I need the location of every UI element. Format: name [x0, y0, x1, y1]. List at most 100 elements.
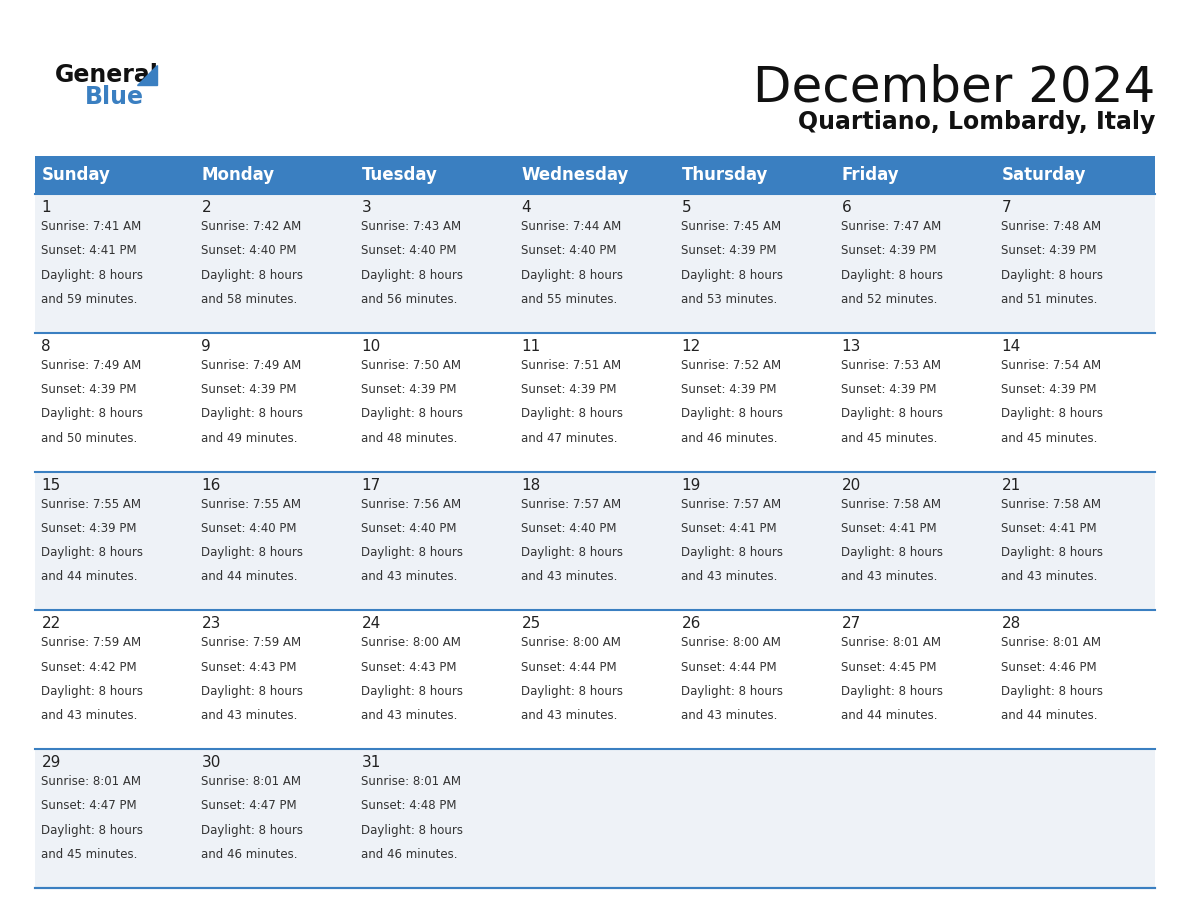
- Text: and 46 minutes.: and 46 minutes.: [202, 848, 298, 861]
- Text: and 45 minutes.: and 45 minutes.: [42, 848, 138, 861]
- Text: 16: 16: [202, 477, 221, 493]
- Text: Sunset: 4:39 PM: Sunset: 4:39 PM: [682, 383, 777, 396]
- Text: Daylight: 8 hours: Daylight: 8 hours: [522, 269, 624, 282]
- FancyBboxPatch shape: [34, 472, 1155, 610]
- Text: 15: 15: [42, 477, 61, 493]
- Text: Sunrise: 8:00 AM: Sunrise: 8:00 AM: [361, 636, 461, 649]
- Text: 11: 11: [522, 339, 541, 353]
- Text: Sunrise: 8:01 AM: Sunrise: 8:01 AM: [1001, 636, 1101, 649]
- Text: Sunset: 4:39 PM: Sunset: 4:39 PM: [841, 383, 937, 396]
- Text: 25: 25: [522, 616, 541, 632]
- Text: Sunset: 4:41 PM: Sunset: 4:41 PM: [42, 244, 137, 257]
- Text: Sunset: 4:39 PM: Sunset: 4:39 PM: [522, 383, 617, 396]
- Text: 9: 9: [202, 339, 211, 353]
- FancyBboxPatch shape: [34, 194, 1155, 333]
- Text: and 43 minutes.: and 43 minutes.: [202, 710, 298, 722]
- Text: Sunday: Sunday: [42, 166, 110, 184]
- Text: 12: 12: [682, 339, 701, 353]
- Text: Sunrise: 7:55 AM: Sunrise: 7:55 AM: [42, 498, 141, 510]
- Text: Sunset: 4:40 PM: Sunset: 4:40 PM: [202, 522, 297, 535]
- Text: Sunrise: 7:51 AM: Sunrise: 7:51 AM: [522, 359, 621, 372]
- Text: and 43 minutes.: and 43 minutes.: [1001, 570, 1098, 584]
- Text: Sunset: 4:39 PM: Sunset: 4:39 PM: [1001, 383, 1097, 396]
- Text: Friday: Friday: [841, 166, 899, 184]
- Text: Sunrise: 7:56 AM: Sunrise: 7:56 AM: [361, 498, 461, 510]
- Text: 30: 30: [202, 756, 221, 770]
- Text: Sunrise: 7:49 AM: Sunrise: 7:49 AM: [202, 359, 302, 372]
- Text: Daylight: 8 hours: Daylight: 8 hours: [1001, 546, 1104, 559]
- Text: Sunrise: 7:58 AM: Sunrise: 7:58 AM: [841, 498, 941, 510]
- Text: Saturday: Saturday: [1001, 166, 1086, 184]
- Text: Daylight: 8 hours: Daylight: 8 hours: [1001, 269, 1104, 282]
- Text: and 52 minutes.: and 52 minutes.: [841, 293, 937, 306]
- Text: 28: 28: [1001, 616, 1020, 632]
- Text: 22: 22: [42, 616, 61, 632]
- Text: and 43 minutes.: and 43 minutes.: [841, 570, 937, 584]
- Text: and 44 minutes.: and 44 minutes.: [1001, 710, 1098, 722]
- Text: and 48 minutes.: and 48 minutes.: [361, 431, 457, 444]
- Text: Daylight: 8 hours: Daylight: 8 hours: [42, 685, 144, 698]
- Text: and 58 minutes.: and 58 minutes.: [202, 293, 298, 306]
- Text: 21: 21: [1001, 477, 1020, 493]
- Text: Sunset: 4:44 PM: Sunset: 4:44 PM: [682, 661, 777, 674]
- Text: Sunset: 4:46 PM: Sunset: 4:46 PM: [1001, 661, 1097, 674]
- Text: Sunrise: 8:01 AM: Sunrise: 8:01 AM: [841, 636, 941, 649]
- Text: 31: 31: [361, 756, 381, 770]
- Text: and 50 minutes.: and 50 minutes.: [42, 431, 138, 444]
- Text: Sunset: 4:43 PM: Sunset: 4:43 PM: [361, 661, 457, 674]
- Text: Daylight: 8 hours: Daylight: 8 hours: [42, 823, 144, 837]
- Text: Daylight: 8 hours: Daylight: 8 hours: [841, 408, 943, 420]
- Text: and 43 minutes.: and 43 minutes.: [361, 710, 457, 722]
- Text: 18: 18: [522, 477, 541, 493]
- Text: Daylight: 8 hours: Daylight: 8 hours: [361, 823, 463, 837]
- Text: Daylight: 8 hours: Daylight: 8 hours: [202, 685, 303, 698]
- Text: December 2024: December 2024: [753, 63, 1155, 111]
- Text: Sunrise: 8:01 AM: Sunrise: 8:01 AM: [202, 775, 302, 789]
- Text: Daylight: 8 hours: Daylight: 8 hours: [682, 685, 783, 698]
- Text: Daylight: 8 hours: Daylight: 8 hours: [202, 269, 303, 282]
- Text: 5: 5: [682, 200, 691, 215]
- FancyBboxPatch shape: [34, 610, 1155, 749]
- Text: Sunset: 4:39 PM: Sunset: 4:39 PM: [42, 383, 137, 396]
- Text: Daylight: 8 hours: Daylight: 8 hours: [1001, 408, 1104, 420]
- Text: Sunrise: 7:50 AM: Sunrise: 7:50 AM: [361, 359, 461, 372]
- Text: Sunset: 4:48 PM: Sunset: 4:48 PM: [361, 800, 457, 812]
- Text: Sunrise: 7:53 AM: Sunrise: 7:53 AM: [841, 359, 941, 372]
- Text: Wednesday: Wednesday: [522, 166, 628, 184]
- Text: and 45 minutes.: and 45 minutes.: [1001, 431, 1098, 444]
- Text: and 44 minutes.: and 44 minutes.: [42, 570, 138, 584]
- Text: Sunrise: 7:48 AM: Sunrise: 7:48 AM: [1001, 220, 1101, 233]
- Text: Sunrise: 7:57 AM: Sunrise: 7:57 AM: [522, 498, 621, 510]
- Text: Sunset: 4:39 PM: Sunset: 4:39 PM: [361, 383, 457, 396]
- Text: Sunrise: 7:59 AM: Sunrise: 7:59 AM: [42, 636, 141, 649]
- FancyBboxPatch shape: [34, 749, 1155, 888]
- Text: and 43 minutes.: and 43 minutes.: [682, 710, 778, 722]
- Text: Sunset: 4:41 PM: Sunset: 4:41 PM: [1001, 522, 1097, 535]
- Text: Sunset: 4:43 PM: Sunset: 4:43 PM: [202, 661, 297, 674]
- Text: and 43 minutes.: and 43 minutes.: [42, 710, 138, 722]
- Text: Daylight: 8 hours: Daylight: 8 hours: [841, 269, 943, 282]
- Text: and 44 minutes.: and 44 minutes.: [841, 710, 937, 722]
- Text: Sunrise: 8:00 AM: Sunrise: 8:00 AM: [522, 636, 621, 649]
- Text: Blue: Blue: [86, 85, 144, 109]
- Text: Sunset: 4:39 PM: Sunset: 4:39 PM: [202, 383, 297, 396]
- FancyBboxPatch shape: [34, 333, 1155, 472]
- Text: Sunset: 4:40 PM: Sunset: 4:40 PM: [361, 522, 457, 535]
- Text: 20: 20: [841, 477, 860, 493]
- Text: Sunrise: 7:45 AM: Sunrise: 7:45 AM: [682, 220, 782, 233]
- Text: Daylight: 8 hours: Daylight: 8 hours: [42, 269, 144, 282]
- Text: and 53 minutes.: and 53 minutes.: [682, 293, 778, 306]
- Text: Sunrise: 8:00 AM: Sunrise: 8:00 AM: [682, 636, 782, 649]
- Text: Sunset: 4:40 PM: Sunset: 4:40 PM: [361, 244, 457, 257]
- Text: 29: 29: [42, 756, 61, 770]
- Text: Sunset: 4:42 PM: Sunset: 4:42 PM: [42, 661, 137, 674]
- Text: 13: 13: [841, 339, 861, 353]
- Text: and 55 minutes.: and 55 minutes.: [522, 293, 618, 306]
- Text: Daylight: 8 hours: Daylight: 8 hours: [202, 823, 303, 837]
- Text: Sunset: 4:41 PM: Sunset: 4:41 PM: [841, 522, 937, 535]
- Text: Sunset: 4:39 PM: Sunset: 4:39 PM: [841, 244, 937, 257]
- Text: 4: 4: [522, 200, 531, 215]
- Text: Daylight: 8 hours: Daylight: 8 hours: [1001, 685, 1104, 698]
- Text: 23: 23: [202, 616, 221, 632]
- Text: Sunrise: 8:01 AM: Sunrise: 8:01 AM: [42, 775, 141, 789]
